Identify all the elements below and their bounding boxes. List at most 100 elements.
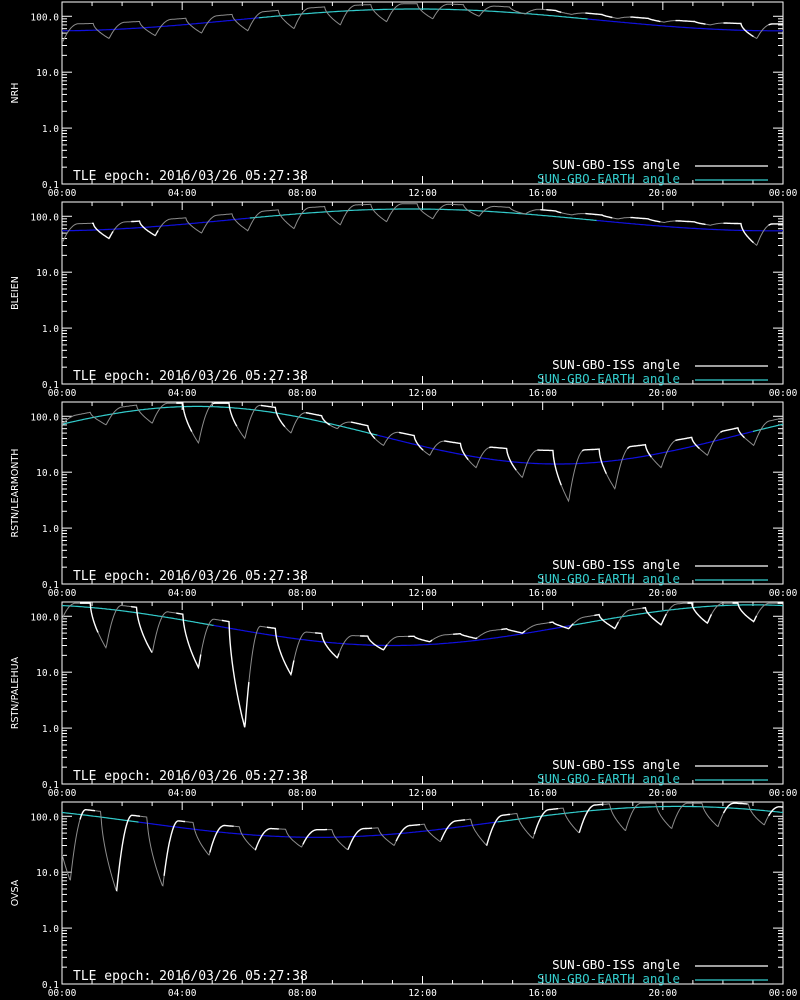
- iss-angle-series: [465, 818, 487, 846]
- iss-angle-series: [675, 220, 706, 226]
- iss-angle-series: [630, 216, 661, 223]
- x-tick-label: 04:00: [168, 788, 197, 799]
- iss-angle-series: [705, 22, 724, 26]
- iss-angle-series: [422, 440, 445, 456]
- iss-angle-series: [675, 436, 700, 450]
- iss-angle-series: [540, 208, 562, 214]
- x-tick-label: 16:00: [528, 388, 557, 399]
- x-tick-label: 04:00: [168, 988, 197, 999]
- iss-angle-series: [510, 812, 535, 839]
- iss-angle-series: [79, 809, 95, 820]
- iss-angle-series: [605, 448, 628, 490]
- iss-angle-series: [594, 613, 620, 630]
- iss-angle-series: [112, 221, 132, 232]
- plot-panel: 100.010.01.00.100:00 04:00 08:00 12:00 16:00…: [10, 1, 798, 199]
- earth-angle-series: [572, 604, 783, 626]
- iss-angle-series: [338, 635, 360, 654]
- x-tick-label: 20:00: [649, 188, 678, 199]
- iss-angle-series: [80, 602, 99, 633]
- iss-angle-series: [501, 627, 526, 634]
- iss-angle-series: [440, 819, 466, 841]
- iss-angle-series: [626, 443, 652, 458]
- iss-angle-series: [747, 803, 770, 826]
- iss-angle-series: [578, 803, 604, 833]
- iss-angle-series: [549, 621, 574, 630]
- iss-angle-series: [94, 810, 117, 891]
- iss-angle-series: [372, 827, 397, 846]
- iss-angle-series: [660, 220, 676, 223]
- x-tick-label: 08:00: [288, 188, 317, 199]
- iss-angle-series: [254, 827, 279, 851]
- x-tick-label: 00:00: [769, 988, 798, 999]
- iss-angle-series: [753, 224, 769, 247]
- earth-angle-series: [62, 604, 214, 626]
- iss-angle-series: [431, 633, 454, 641]
- iss-angle-series: [360, 635, 388, 651]
- plot-panel: 100.010.01.00.100:00 04:00 08:00 12:00 16:00…: [10, 801, 798, 999]
- iss-angle-series: [347, 827, 372, 850]
- iss-angle-series: [157, 203, 541, 234]
- iss-angle-series: [444, 440, 469, 461]
- iss-angle-series: [374, 431, 400, 447]
- iss-angle-series: [558, 807, 580, 834]
- iss-angle-series: [720, 427, 745, 439]
- iss-angle-series: [612, 16, 631, 19]
- plot-area: [62, 602, 783, 728]
- y-tick-label: 10.0: [36, 868, 59, 879]
- iss-angle-series: [131, 220, 159, 237]
- legend-label: SUN-GBO-ISS angle: [552, 557, 680, 572]
- iss-angle-series: [350, 421, 376, 440]
- plot-panel: 100.010.01.00.100:00 04:00 08:00 12:00 16:00…: [10, 401, 798, 599]
- y-axis-label: RSTN/PALEHUA: [10, 656, 21, 729]
- x-tick-label: 08:00: [288, 388, 317, 399]
- iss-angle-series: [581, 448, 608, 475]
- x-tick-label: 00:00: [48, 988, 77, 999]
- iss-angle-series: [660, 20, 676, 23]
- x-tick-label: 00:00: [48, 188, 77, 199]
- iss-angle-series: [560, 450, 583, 503]
- x-tick-label: 16:00: [528, 988, 557, 999]
- plot-area: [62, 802, 783, 892]
- y-tick-label: 100.0: [30, 12, 59, 23]
- iss-angle-series: [163, 820, 186, 876]
- tle-epoch-label: TLE epoch: 2016/03/26 05:27:38: [73, 969, 308, 984]
- iss-angle-series: [191, 403, 214, 445]
- iss-angle-series: [420, 823, 442, 843]
- plot-area: [62, 402, 783, 503]
- iss-angle-series: [767, 806, 783, 817]
- x-tick-label: 20:00: [649, 388, 678, 399]
- iss-angle-series: [723, 22, 754, 38]
- x-tick-label: 04:00: [168, 388, 197, 399]
- iss-angle-series: [115, 814, 141, 892]
- legend-label: SUN-GBO-ISS angle: [552, 357, 680, 372]
- iss-angle-series: [665, 602, 688, 615]
- iss-angle-series: [617, 607, 643, 623]
- iss-angle-series: [293, 631, 315, 661]
- iss-angle-series: [630, 16, 661, 23]
- y-tick-label: 1.0: [42, 524, 59, 535]
- legend-label: SUN-GBO-EARTH angle: [537, 971, 680, 986]
- iss-angle-series: [452, 633, 478, 640]
- tle-epoch-label: TLE epoch: 2016/03/26 05:27:38: [73, 169, 308, 184]
- earth-angle-series: [587, 18, 783, 32]
- tle-epoch-label: TLE epoch: 2016/03/26 05:27:38: [73, 769, 308, 784]
- x-tick-label: 04:00: [168, 588, 197, 599]
- iss-angle-series: [278, 828, 304, 848]
- iss-angle-series: [398, 431, 424, 451]
- x-tick-label: 20:00: [649, 588, 678, 599]
- iss-angle-series: [705, 222, 724, 226]
- iss-angle-series: [395, 823, 421, 842]
- y-tick-label: 1.0: [42, 324, 59, 335]
- earth-angle-series: [258, 8, 588, 20]
- iss-angle-series: [537, 449, 562, 486]
- iss-angle-series: [524, 622, 550, 632]
- x-tick-label: 00:00: [769, 188, 798, 199]
- y-tick-label: 10.0: [36, 668, 59, 679]
- iss-angle-series: [753, 24, 769, 40]
- y-tick-label: 100.0: [30, 612, 59, 623]
- x-tick-label: 12:00: [408, 588, 437, 599]
- iss-angle-series: [200, 618, 222, 655]
- iss-angle-series: [408, 635, 433, 643]
- x-tick-label: 20:00: [649, 788, 678, 799]
- iss-angle-series: [546, 8, 562, 13]
